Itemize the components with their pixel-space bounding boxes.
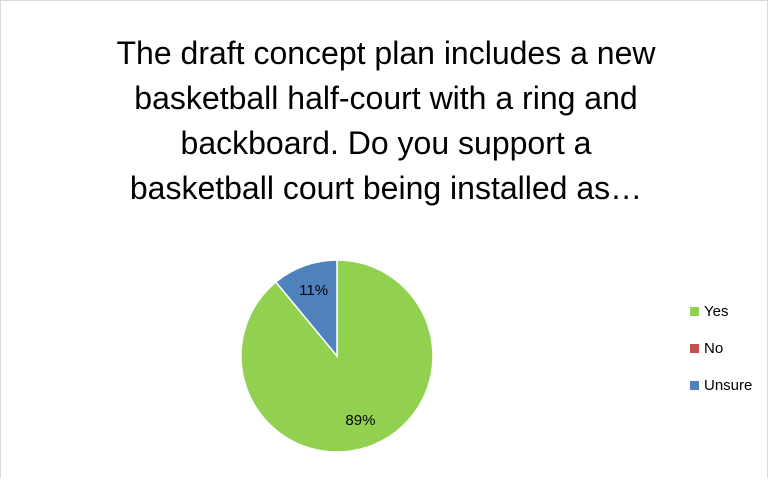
legend-swatch-unsure	[690, 381, 699, 390]
legend-swatch-yes	[690, 307, 699, 316]
legend-label-no: No	[704, 340, 723, 357]
legend-item-yes: Yes	[690, 301, 765, 321]
data-label-unsure: 11%	[299, 282, 328, 299]
legend-item-no: No	[690, 338, 765, 358]
legend-swatch-no	[690, 344, 699, 353]
legend-item-unsure: Unsure	[690, 375, 765, 395]
legend-label-yes: Yes	[704, 303, 728, 320]
data-label-yes: 89%	[345, 412, 375, 429]
legend-label-unsure: Unsure	[704, 377, 752, 394]
legend: Yes No Unsure	[690, 301, 765, 412]
